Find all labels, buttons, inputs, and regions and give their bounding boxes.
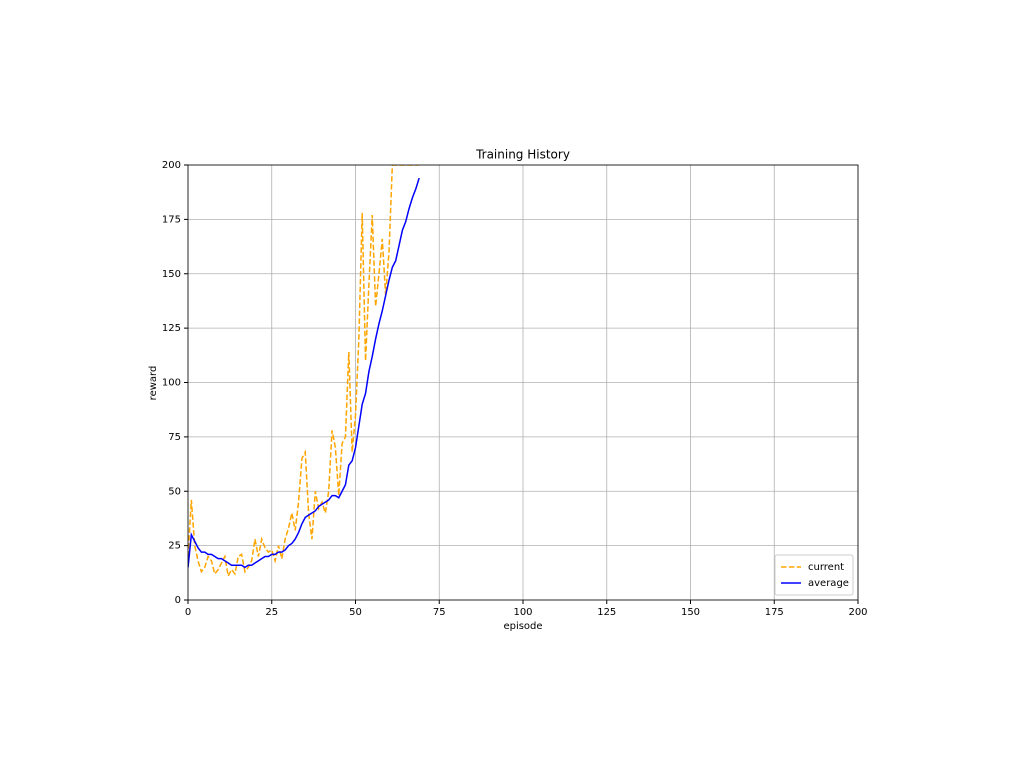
y-tick-label: 50 [168,486,181,497]
y-tick-label: 0 [175,595,181,606]
legend-label: average [808,578,849,589]
x-tick-label: 125 [597,607,616,618]
x-tick-label: 175 [765,607,784,618]
x-tick-label: 150 [681,607,700,618]
y-tick-label: 125 [162,323,181,334]
y-tick-label: 150 [162,269,181,280]
legend-label: current [808,562,844,573]
axes-frame [187,164,859,601]
series-line [188,165,420,579]
y-tick-label: 200 [162,160,181,171]
y-tick-label: 25 [168,541,181,552]
chart-title: Training History [475,148,570,162]
x-tick-label: 200 [848,607,867,618]
legend-box [774,554,854,596]
x-tick-label: 0 [185,607,191,618]
series-line [188,177,420,569]
plot-area [188,165,420,579]
y-tick-label: 100 [162,378,181,389]
y-axis-label: reward [148,366,159,401]
x-tick-label: 100 [513,607,532,618]
y-tick-label: 75 [168,432,181,443]
y-tick-label: 175 [162,214,181,225]
x-tick-label: 50 [349,607,362,618]
x-axis-label: episode [503,621,542,632]
x-tick-label: 75 [433,607,446,618]
x-tick-label: 25 [265,607,278,618]
